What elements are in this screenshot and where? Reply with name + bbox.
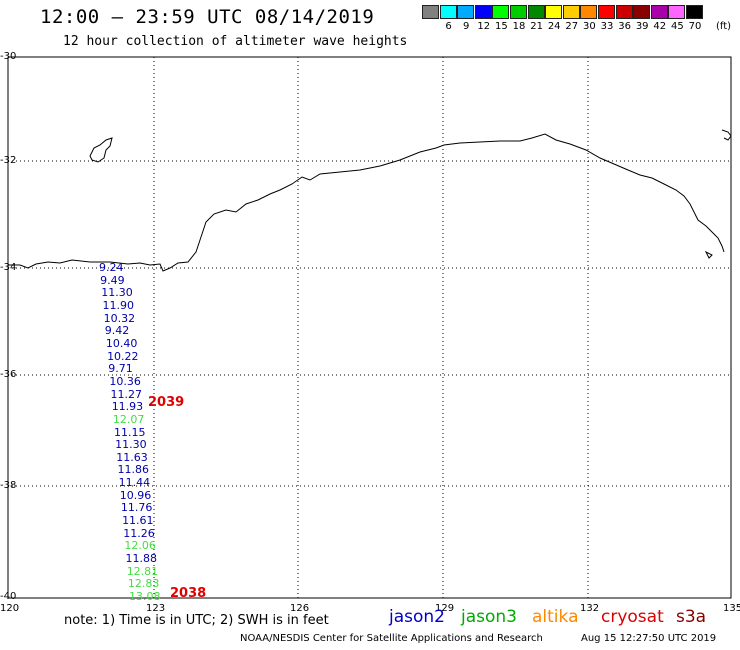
map-title: 12:00 – 23:59 UTC 08/14/2019 <box>40 6 375 28</box>
wave-height-value: 10.36 <box>109 374 141 388</box>
wave-height-value: 12.07 <box>112 412 145 426</box>
color-scale-swatch <box>474 5 492 19</box>
wave-height-value: 12.83 <box>127 577 160 591</box>
map-subtitle: 12 hour collection of altimeter wave hei… <box>63 34 408 49</box>
wave-height-value: 11.76 <box>120 501 153 515</box>
color-scale-swatch <box>650 5 668 19</box>
wave-height-value: 12.81 <box>126 564 159 578</box>
map-frame <box>7 56 732 599</box>
wave-height-value: 10.96 <box>119 488 152 502</box>
units-note: note: 1) Time is in UTC; 2) SWH is in fe… <box>64 613 329 628</box>
longitude-label: 120 <box>0 603 20 614</box>
legend-s3a: s3a <box>676 607 707 627</box>
color-scale-swatch <box>615 5 633 19</box>
color-scale-label: 12 <box>477 21 491 32</box>
wave-height-value: 9.49 <box>100 273 125 287</box>
wave-height-value: 11.63 <box>116 450 148 464</box>
wave-height-value: 11.44 <box>118 476 151 490</box>
wave-height-value: 10.40 <box>105 336 138 350</box>
color-scale-swatch <box>562 5 580 19</box>
wave-height-value: 11.88 <box>125 552 158 566</box>
wave-height-value: 12.06 <box>124 539 156 553</box>
wave-height-value: 11.30 <box>115 438 147 452</box>
color-scale-swatch <box>492 5 510 19</box>
longitude-label: 132 <box>580 603 600 614</box>
wave-height-value: 13.08 <box>129 590 161 603</box>
latitude-label: -36 <box>0 369 17 380</box>
wave-height-value: 11.15 <box>114 425 146 439</box>
color-scale-label: 33 <box>600 21 614 32</box>
color-scale-swatch <box>580 5 598 19</box>
island-recherche <box>89 137 113 163</box>
wave-height-value: 9.24 <box>99 261 124 274</box>
color-scale-unit: (ft) <box>716 21 732 32</box>
color-scale-label: 39 <box>635 21 649 32</box>
latitude-label: -40 <box>0 591 17 602</box>
coastline-kangaroo-region <box>704 250 713 259</box>
wave-height-value: 9.71 <box>108 362 133 376</box>
wave-height-value: 11.61 <box>122 514 154 528</box>
wave-height-value: 11.27 <box>110 387 143 401</box>
longitude-label: 129 <box>435 603 455 614</box>
color-scale-label: 30 <box>583 21 596 32</box>
color-scale-label: 42 <box>653 21 667 32</box>
pass-time-label: 2039 <box>148 395 185 410</box>
color-scale-swatch <box>439 5 457 19</box>
legend-altika: altika <box>532 607 579 627</box>
coastline-south-australia <box>8 133 725 272</box>
color-scale-label: 27 <box>565 21 579 32</box>
legend-jason3: jason3 <box>461 607 517 627</box>
color-scale-swatch <box>457 5 475 19</box>
longitude-label: 123 <box>146 603 166 614</box>
legend-jason2: jason2 <box>389 607 445 627</box>
color-scale-label: 6 <box>445 21 452 32</box>
legend-cryosat: cryosat <box>601 607 664 627</box>
color-scale-swatch <box>598 5 615 19</box>
latitude-label: -34 <box>0 262 17 273</box>
coastline-east-edge <box>721 129 732 141</box>
color-scale-swatch <box>510 5 527 19</box>
wave-height-value: 11.30 <box>101 286 133 300</box>
color-scale-label: 70 <box>688 21 702 32</box>
color-scale-label: 21 <box>530 21 543 32</box>
color-scale-swatch <box>422 5 439 19</box>
wave-height-value: 11.90 <box>102 298 134 312</box>
wave-height-value: 11.86 <box>117 463 149 477</box>
color-scale-label: 45 <box>671 21 684 32</box>
longitude-label: 126 <box>290 603 310 614</box>
graticule <box>8 57 731 598</box>
wave-height-value: 10.22 <box>107 349 139 363</box>
color-scale-swatch <box>527 5 545 19</box>
color-scale-swatch <box>545 5 563 19</box>
wave-height-value: 9.42 <box>104 324 130 338</box>
color-scale-label: 24 <box>547 21 561 32</box>
color-scale-swatch <box>686 5 703 19</box>
color-scale-label: 15 <box>495 21 508 32</box>
longitude-label: 135 <box>723 603 740 614</box>
color-scale-label: 9 <box>463 21 470 32</box>
latitude-label: -30 <box>0 51 17 62</box>
color-scale-label: 36 <box>618 21 631 32</box>
wave-height-value: 11.26 <box>123 526 155 540</box>
color-scale-swatch <box>668 5 686 19</box>
wave-height-value: 10.32 <box>103 311 136 325</box>
color-scale-label: 18 <box>512 21 526 32</box>
latitude-label: -32 <box>0 155 17 166</box>
wave-height-value: 11.93 <box>111 400 144 414</box>
pass-time-label: 2038 <box>170 586 207 601</box>
color-scale-swatch <box>633 5 651 19</box>
credit-line: NOAA/NESDIS Center for Satellite Applica… <box>240 633 543 644</box>
latitude-label: -38 <box>0 480 17 491</box>
generation-timestamp: Aug 15 12:27:50 UTC 2019 <box>581 633 717 644</box>
